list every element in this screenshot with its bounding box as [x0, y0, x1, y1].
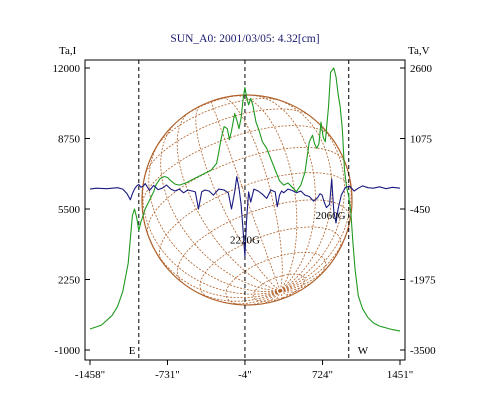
longitude-line	[280, 115, 345, 292]
longitude-line	[195, 105, 281, 292]
latitude-line	[176, 199, 351, 284]
x-tick-label: 1451"	[387, 369, 414, 381]
solar-limb	[141, 94, 353, 306]
longitude-line	[142, 176, 281, 295]
longitude-line	[210, 101, 281, 291]
limb-marker-label: E	[129, 345, 136, 357]
x-tick-label: -731"	[155, 369, 180, 381]
series-ta-i-line	[89, 67, 401, 332]
x-tick-label: 724"	[312, 369, 333, 381]
right-tick-label: -1975	[410, 275, 436, 287]
longitude-line	[234, 95, 298, 292]
left-tick-label: 8750	[58, 134, 81, 146]
latitude-line	[156, 98, 282, 147]
longitude-line	[148, 235, 281, 299]
solar-disk	[141, 94, 353, 306]
right-tick-label: 2600	[410, 63, 433, 75]
latitude-line	[252, 273, 306, 302]
longitude-line	[221, 97, 283, 291]
annotations: 2220G 2060G	[230, 210, 346, 247]
series-group	[89, 67, 401, 332]
longitude-line	[187, 286, 281, 302]
limb-marker-label: W	[358, 345, 369, 357]
x-tick-label: -4"	[238, 369, 252, 381]
left-tick-label: -1000	[54, 345, 80, 357]
longitude-line	[148, 140, 281, 292]
left-tick-label: 2250	[58, 275, 81, 287]
left-axis: 12000 8750 5500 2250 -1000	[53, 63, 90, 357]
left-axis-label: Ta,I	[59, 45, 77, 57]
x-axis: -1458" -731" -4" 724" 1451"	[75, 360, 413, 381]
right-axis-label: Ta,V	[408, 45, 430, 57]
longitude-line	[160, 122, 281, 292]
right-tick-label: -450	[410, 204, 431, 216]
left-tick-label: 12000	[53, 63, 81, 75]
longitude-line	[274, 98, 333, 292]
x-tick-label: -1458"	[75, 369, 105, 381]
longitude-line	[176, 111, 281, 292]
series-ta-v-line	[89, 176, 401, 258]
annotation-label: 2060G	[316, 210, 346, 222]
right-axis: 2600 1075 -450 -1975 -3500	[400, 63, 436, 357]
right-tick-label: -3500	[410, 345, 436, 357]
chart-title: SUN_A0: 2001/03/05: 4.32[cm]	[170, 33, 319, 45]
latitude-line	[144, 108, 311, 177]
latitude-line	[199, 226, 342, 299]
latitude-line	[159, 172, 353, 263]
longitude-line	[273, 290, 281, 302]
longitude-line	[251, 94, 316, 292]
right-tick-label: 1075	[410, 134, 433, 146]
annotation-label: 2220G	[230, 235, 260, 247]
left-tick-label: 5500	[58, 204, 81, 216]
